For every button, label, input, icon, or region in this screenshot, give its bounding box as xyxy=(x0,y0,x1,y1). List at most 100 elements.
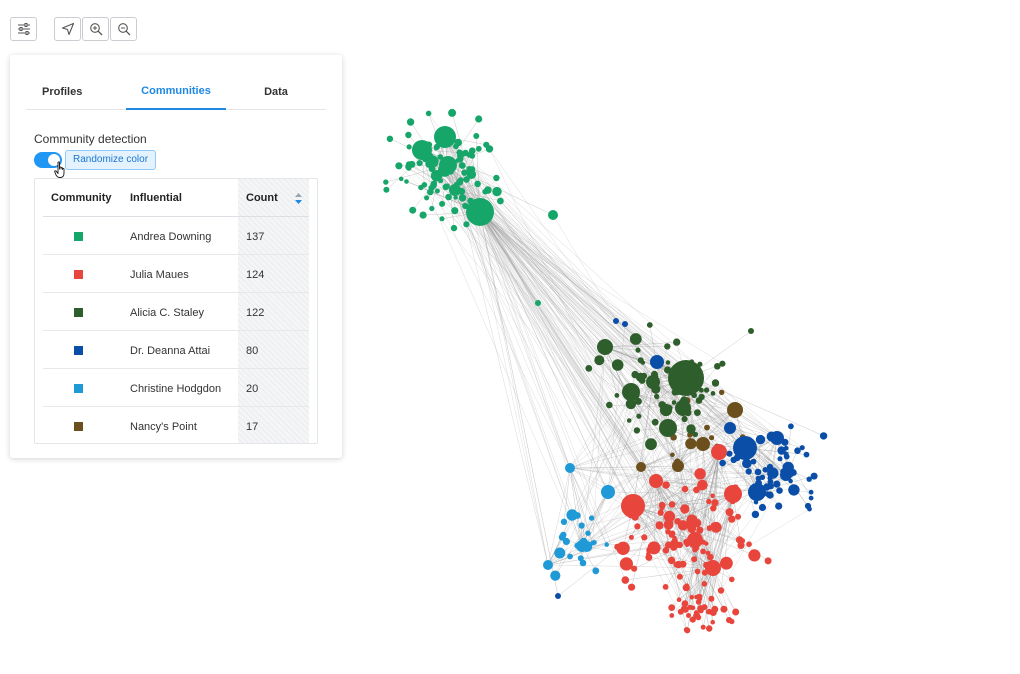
graph-node[interactable] xyxy=(694,468,706,480)
graph-node[interactable] xyxy=(651,418,659,426)
graph-node[interactable] xyxy=(588,515,595,521)
graph-node[interactable] xyxy=(613,318,619,324)
graph-node[interactable] xyxy=(426,155,439,168)
graph-node[interactable] xyxy=(724,422,736,434)
table-row[interactable]: Dr. Deanna Attai 80 xyxy=(43,331,309,369)
graph-node[interactable] xyxy=(451,207,459,215)
graph-node[interactable] xyxy=(687,604,693,610)
graph-node[interactable] xyxy=(565,463,575,473)
graph-node[interactable] xyxy=(746,541,752,547)
graph-node[interactable] xyxy=(701,581,708,587)
graph-node[interactable] xyxy=(777,446,786,455)
graph-node[interactable] xyxy=(614,393,620,398)
graph-node[interactable] xyxy=(803,451,810,458)
graph-node[interactable] xyxy=(497,197,504,205)
graph-node[interactable] xyxy=(659,403,673,417)
graph-node[interactable] xyxy=(453,195,458,200)
graph-node[interactable] xyxy=(729,576,735,583)
graph-node[interactable] xyxy=(458,162,466,169)
graph-node[interactable] xyxy=(706,498,712,505)
tab-data[interactable]: Data xyxy=(264,85,288,98)
graph-node[interactable] xyxy=(700,624,706,630)
graph-node[interactable] xyxy=(628,583,636,591)
graph-node[interactable] xyxy=(780,469,792,481)
graph-node[interactable] xyxy=(619,557,634,571)
table-row[interactable]: Nancy's Point 17 xyxy=(43,407,309,443)
graph-node[interactable] xyxy=(720,556,733,570)
graph-node[interactable] xyxy=(594,355,605,366)
graph-node[interactable] xyxy=(695,599,702,605)
graph-node[interactable] xyxy=(685,438,697,450)
graph-node[interactable] xyxy=(635,347,641,353)
table-row[interactable]: Alicia C. Staley 122 xyxy=(43,293,309,331)
graph-node[interactable] xyxy=(604,542,609,547)
community-detection-toggle[interactable] xyxy=(34,152,62,168)
graph-node[interactable] xyxy=(383,186,390,193)
graph-node[interactable] xyxy=(425,110,432,117)
graph-node[interactable] xyxy=(745,468,752,475)
graph-node[interactable] xyxy=(668,604,676,611)
graph-node[interactable] xyxy=(748,549,761,562)
zoom-out-button[interactable] xyxy=(110,17,137,41)
graph-node[interactable] xyxy=(783,453,790,460)
graph-node[interactable] xyxy=(686,613,691,618)
graph-node[interactable] xyxy=(404,179,409,184)
graph-node[interactable] xyxy=(474,180,481,188)
graph-node[interactable] xyxy=(469,153,476,159)
graph-node[interactable] xyxy=(675,400,691,416)
graph-node[interactable] xyxy=(628,534,634,540)
graph-node[interactable] xyxy=(649,474,663,488)
graph-node[interactable] xyxy=(463,221,470,228)
graph-node[interactable] xyxy=(386,135,394,142)
graph-node[interactable] xyxy=(750,458,757,465)
graph-node[interactable] xyxy=(710,521,722,533)
graph-node[interactable] xyxy=(709,435,715,441)
graph-node[interactable] xyxy=(691,556,698,563)
graph-node[interactable] xyxy=(808,489,814,495)
table-row[interactable]: Andrea Downing 137 xyxy=(43,217,309,255)
graph-node[interactable] xyxy=(439,200,446,207)
graph-node[interactable] xyxy=(601,485,615,499)
graph-node[interactable] xyxy=(634,397,642,405)
graph-node[interactable] xyxy=(668,531,675,538)
graph-node[interactable] xyxy=(663,519,674,530)
graph-node[interactable] xyxy=(548,210,558,220)
graph-node[interactable] xyxy=(585,365,593,372)
graph-node[interactable] xyxy=(710,493,715,499)
locate-button[interactable] xyxy=(54,17,81,41)
graph-node[interactable] xyxy=(406,144,412,150)
graph-node[interactable] xyxy=(450,224,458,232)
graph-node[interactable] xyxy=(819,432,828,440)
graph-node[interactable] xyxy=(611,359,624,371)
graph-node[interactable] xyxy=(663,510,676,523)
graph-node[interactable] xyxy=(695,594,702,600)
graph-node[interactable] xyxy=(434,126,456,148)
graph-node[interactable] xyxy=(475,145,482,152)
graph-node[interactable] xyxy=(704,424,710,431)
graph-node[interactable] xyxy=(670,452,675,458)
graph-node[interactable] xyxy=(662,547,670,554)
graph-node[interactable] xyxy=(767,467,779,479)
graph-node[interactable] xyxy=(711,605,719,613)
graph-node[interactable] xyxy=(485,145,494,153)
graph-node[interactable] xyxy=(622,321,628,327)
graph-node[interactable] xyxy=(560,518,568,525)
graph-node[interactable] xyxy=(764,557,772,565)
graph-node[interactable] xyxy=(566,509,578,521)
graph-node[interactable] xyxy=(466,198,494,226)
graph-node[interactable] xyxy=(737,541,745,550)
graph-node[interactable] xyxy=(693,612,700,619)
graph-node[interactable] xyxy=(577,555,584,562)
graph-node[interactable] xyxy=(788,423,794,430)
graph-node[interactable] xyxy=(659,419,677,437)
graph-node[interactable] xyxy=(657,509,664,516)
graph-node[interactable] xyxy=(442,183,449,191)
graph-node[interactable] xyxy=(591,540,597,545)
graph-node[interactable] xyxy=(755,434,766,445)
graph-node[interactable] xyxy=(427,188,434,196)
graph-node[interactable] xyxy=(714,363,721,370)
table-row[interactable]: Christine Hodgdon 20 xyxy=(43,369,309,407)
graph-node[interactable] xyxy=(672,460,684,472)
graph-node[interactable] xyxy=(395,162,403,170)
